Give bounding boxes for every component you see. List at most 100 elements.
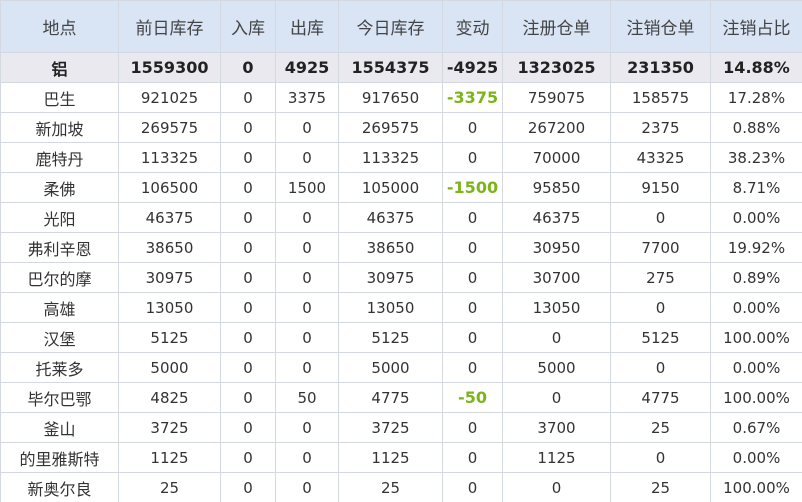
cell: 0 [275, 292, 339, 323]
cell: 0 [220, 202, 276, 233]
cell: 8.71% [710, 172, 802, 203]
header-row: 地点 前日库存 入库 出库 今日库存 变动 注册仓单 注销仓单 注销占比 [0, 0, 802, 53]
cell: 46375 [502, 202, 611, 233]
cell: 4775 [338, 382, 443, 413]
cell: 0 [275, 232, 339, 263]
cell: 4775 [610, 382, 711, 413]
cell: 4925 [275, 52, 339, 83]
cell: 1554375 [338, 52, 443, 83]
cell: 917650 [338, 82, 443, 113]
cell: 7700 [610, 232, 711, 263]
cell: 0 [275, 352, 339, 383]
cell: 0 [442, 262, 503, 293]
cell: 釜山 [0, 412, 119, 443]
cell: 13050 [338, 292, 443, 323]
data-row: 巴生 921025 0 3375 917650 -3375 759075 158575 17.2… [0, 82, 802, 113]
cell: 0 [220, 262, 276, 293]
header-cell: 入库 [220, 0, 276, 53]
cell: 0 [220, 352, 276, 383]
cell: 0 [442, 112, 503, 143]
data-row: 的里雅斯特 1125 0 0 1125 0 1125 0 0.00% [0, 442, 802, 473]
header-cell: 地点 [0, 0, 119, 53]
cell: 托莱多 [0, 352, 119, 383]
cell: 0 [442, 412, 503, 443]
cell: 14.88% [710, 52, 802, 83]
cell: 25 [118, 472, 221, 502]
cell: 1500 [275, 172, 339, 203]
cell: 0 [442, 142, 503, 173]
cell: 光阳 [0, 202, 119, 233]
cell: 1125 [502, 442, 611, 473]
cell: 0.89% [710, 262, 802, 293]
cell: 25 [610, 412, 711, 443]
cell: 50 [275, 382, 339, 413]
data-row: 新加坡 269575 0 0 269575 0 267200 2375 0.88% [0, 112, 802, 143]
data-row: 托莱多 5000 0 0 5000 0 5000 0 0.00% [0, 352, 802, 383]
cell: 0 [610, 292, 711, 323]
data-row: 釜山 3725 0 0 3725 0 3700 25 0.67% [0, 412, 802, 443]
cell: 38.23% [710, 142, 802, 173]
cell: 0 [502, 322, 611, 353]
cell: 0 [610, 352, 711, 383]
cell: 0 [502, 382, 611, 413]
cell: 0 [442, 442, 503, 473]
cell: 0 [220, 442, 276, 473]
cell: 弗利辛恩 [0, 232, 119, 263]
cell: 5125 [118, 322, 221, 353]
cell: 0 [220, 112, 276, 143]
cell: 30975 [338, 262, 443, 293]
cell: 113325 [118, 142, 221, 173]
cell: 9150 [610, 172, 711, 203]
cell: 5000 [338, 352, 443, 383]
cell: 高雄 [0, 292, 119, 323]
cell: 25 [610, 472, 711, 502]
cell: 0 [220, 292, 276, 323]
cell: 106500 [118, 172, 221, 203]
cell: 0 [220, 142, 276, 173]
cell: 巴生 [0, 82, 119, 113]
cell: 3725 [338, 412, 443, 443]
cell: 43325 [610, 142, 711, 173]
cell: 1125 [338, 442, 443, 473]
cell: 鹿特丹 [0, 142, 119, 173]
data-row: 光阳 46375 0 0 46375 0 46375 0 0.00% [0, 202, 802, 233]
cell: 0 [220, 52, 276, 83]
cell: 0 [275, 472, 339, 502]
header-cell: 注销仓单 [610, 0, 711, 53]
cell: 269575 [118, 112, 221, 143]
total-row: 铝 1559300 0 4925 1554375 -4925 1323025 231350 14… [0, 52, 802, 83]
cell: 0.67% [710, 412, 802, 443]
cell: 0 [442, 322, 503, 353]
cell: 5125 [610, 322, 711, 353]
cell: 4825 [118, 382, 221, 413]
data-row: 柔佛 106500 0 1500 105000 -1500 95850 9150 8.71% [0, 172, 802, 203]
cell: 95850 [502, 172, 611, 203]
cell: 0 [442, 202, 503, 233]
data-row: 鹿特丹 113325 0 0 113325 0 70000 43325 38.23% [0, 142, 802, 173]
cell: 0 [220, 412, 276, 443]
cell: 105000 [338, 172, 443, 203]
cell: 0 [442, 292, 503, 323]
cell: 铝 [0, 52, 119, 83]
cell: 0 [220, 232, 276, 263]
cell: 921025 [118, 82, 221, 113]
cell: 3375 [275, 82, 339, 113]
cell: 267200 [502, 112, 611, 143]
cell: 0 [275, 202, 339, 233]
header-cell: 今日库存 [338, 0, 443, 53]
cell: 5000 [502, 352, 611, 383]
cell: 13050 [118, 292, 221, 323]
header-cell: 注销占比 [710, 0, 802, 53]
cell: 100.00% [710, 472, 802, 502]
cell: 的里雅斯特 [0, 442, 119, 473]
data-row: 新奥尔良 25 0 0 25 0 0 25 100.00% [0, 472, 802, 502]
cell: 70000 [502, 142, 611, 173]
cell: 759075 [502, 82, 611, 113]
cell: 新加坡 [0, 112, 119, 143]
cell: 275 [610, 262, 711, 293]
cell: 30975 [118, 262, 221, 293]
cell: 1323025 [502, 52, 611, 83]
cell: 19.92% [710, 232, 802, 263]
cell: 38650 [118, 232, 221, 263]
